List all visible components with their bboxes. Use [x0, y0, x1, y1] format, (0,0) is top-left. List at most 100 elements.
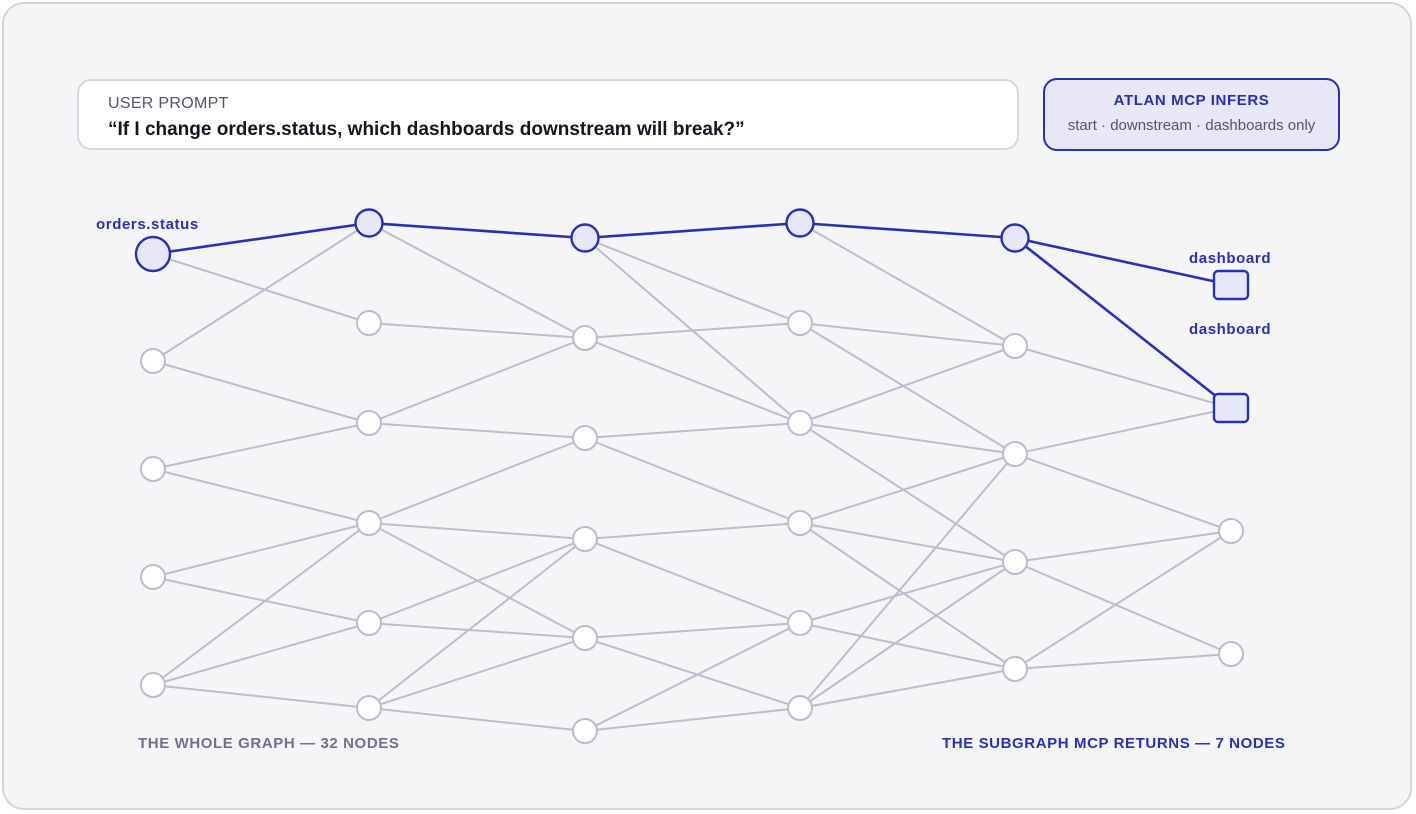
graph-edge — [584, 337, 801, 424]
graph-edge — [1014, 530, 1232, 670]
graph-edge — [1014, 561, 1232, 655]
graph-edge — [368, 637, 586, 709]
highlighted-edges — [151, 221, 1233, 410]
graph-edge — [152, 222, 370, 362]
graph-edge — [799, 522, 1016, 670]
graph-edge — [368, 622, 586, 639]
graph-edge — [799, 422, 1016, 563]
graph-edge — [368, 538, 586, 709]
graph-edge — [799, 222, 1016, 347]
graph-edge — [368, 707, 586, 732]
inference-title: ATLAN MCP INFERS — [1113, 92, 1270, 109]
dashboard-label-1: dashboard — [1189, 250, 1271, 267]
graph-edge — [152, 684, 370, 709]
graph-node — [1002, 549, 1028, 575]
graph-edge — [584, 237, 801, 324]
lineage-path-node — [785, 208, 815, 238]
graph-edge — [799, 422, 1016, 455]
graph-edge — [1014, 653, 1232, 670]
graph-edges — [152, 222, 1232, 732]
graph-edge — [1014, 345, 1232, 409]
user-prompt-text: “If I change orders.status, which dashbo… — [108, 119, 745, 140]
dashboard-node — [1212, 269, 1250, 301]
graph-edge — [368, 437, 586, 524]
graph-edge — [584, 622, 801, 639]
graph-edge — [799, 561, 1016, 709]
graph-edge — [368, 322, 586, 339]
graph-node — [356, 610, 382, 636]
graph-edge — [799, 622, 1016, 670]
graph-node — [1002, 333, 1028, 359]
lineage-path-edge — [583, 221, 802, 240]
graph-node — [1218, 641, 1244, 667]
graph-edge — [799, 345, 1016, 424]
graph-edge — [1014, 530, 1232, 563]
graph-edge — [152, 576, 370, 624]
graph-edge — [799, 668, 1016, 709]
lineage-path-edge — [798, 221, 1017, 240]
graph-edge — [584, 437, 801, 524]
graph-edge — [799, 453, 1016, 524]
graph-edge — [799, 561, 1016, 624]
graph-edge — [152, 253, 370, 324]
graph-edge — [1014, 407, 1232, 455]
graph-node — [356, 410, 382, 436]
graph-edge — [584, 422, 801, 439]
graph-node — [1218, 518, 1244, 544]
graph-edge — [584, 322, 801, 339]
graph-edge — [584, 538, 801, 624]
graph-node — [356, 510, 382, 536]
graph-node — [572, 526, 598, 552]
graph-node — [572, 425, 598, 451]
graph-edge — [152, 622, 370, 686]
graph-node — [787, 410, 813, 436]
lineage-path-node — [1000, 223, 1030, 253]
graph-edge — [799, 453, 1016, 709]
graph-node — [1002, 656, 1028, 682]
graph-node — [140, 564, 166, 590]
graph-node — [787, 695, 813, 721]
user-prompt-box: USER PROMPT “If I change orders.status, … — [77, 79, 1019, 150]
lineage-path-edge — [151, 221, 371, 256]
graph-edge — [584, 622, 801, 732]
graph-edge — [1014, 453, 1232, 532]
subgraph-caption: THE SUBGRAPH MCP RETURNS — 7 NODES — [942, 735, 1286, 752]
dashboard-node — [1212, 392, 1250, 424]
graph-edge — [368, 337, 586, 424]
graph-node — [140, 348, 166, 374]
graph-edge — [152, 360, 370, 424]
graph-edge — [152, 522, 370, 578]
user-prompt-label: USER PROMPT — [108, 95, 229, 112]
graph-node — [1002, 441, 1028, 467]
lineage-path-node — [354, 208, 384, 238]
start-node — [134, 235, 172, 273]
graph-node — [356, 310, 382, 336]
graph-node — [356, 695, 382, 721]
lineage-path-node — [570, 223, 600, 253]
lineage-path-edge — [1013, 236, 1233, 410]
graph-nodes — [134, 208, 1250, 744]
start-node-label: orders.status — [96, 216, 199, 233]
graph-node — [572, 625, 598, 651]
graph-node — [787, 310, 813, 336]
graph-node — [787, 510, 813, 536]
graph-edge — [584, 707, 801, 732]
dashboard-label-2: dashboard — [1189, 321, 1271, 338]
whole-graph-caption: THE WHOLE GRAPH — 32 NODES — [138, 735, 400, 752]
graph-edge — [799, 322, 1016, 455]
mcp-inference-box: ATLAN MCP INFERS start · downstream · da… — [1043, 78, 1340, 151]
graph-edge — [799, 322, 1016, 347]
graph-edge — [584, 522, 801, 540]
graph-edge — [368, 422, 586, 439]
graph-edge — [152, 522, 370, 686]
graph-edge — [368, 538, 586, 624]
graph-edge — [152, 422, 370, 470]
graph-edge — [152, 468, 370, 524]
graph-node — [140, 456, 166, 482]
inference-details: start · downstream · dashboards only — [1067, 117, 1316, 134]
lineage-path-edge — [1013, 236, 1233, 287]
graph-edge — [799, 522, 1016, 563]
lineage-path-edge — [367, 221, 587, 240]
graph-node — [140, 672, 166, 698]
